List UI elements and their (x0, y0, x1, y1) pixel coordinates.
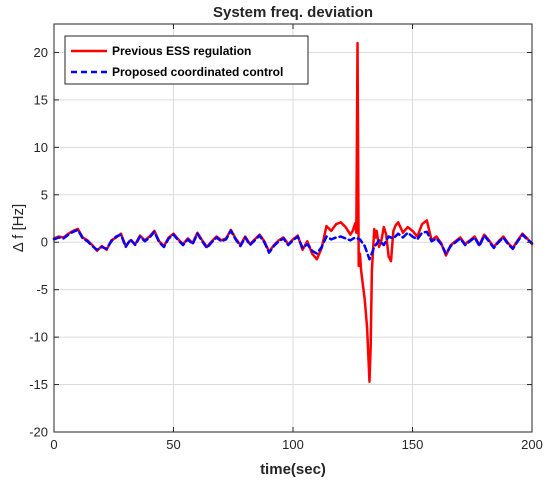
y-tick-label: -15 (29, 377, 48, 392)
series-line-proposed (52, 228, 534, 261)
y-tick-label: 20 (34, 45, 48, 60)
x-tick-label: 100 (282, 437, 304, 452)
legend-box (64, 35, 309, 85)
y-axis-label: Δ f [Hz] (10, 204, 27, 252)
legend-label-previous: Previous ESS regulation (112, 44, 251, 58)
x-tick-label: 150 (402, 437, 424, 452)
x-tick-label: 50 (166, 437, 180, 452)
y-tick-label: -20 (29, 425, 48, 440)
y-tick-label: 10 (34, 140, 48, 155)
legend: Previous ESS regulation Proposed coordin… (64, 35, 309, 85)
y-tick-label: 0 (41, 235, 48, 250)
x-tick-label: 0 (50, 437, 57, 452)
chart-title: System freq. deviation (213, 4, 373, 21)
x-tick-label: 200 (521, 437, 543, 452)
y-tick-label: -10 (29, 330, 48, 345)
legend-label-proposed: Proposed coordinated control (112, 65, 283, 79)
y-tick-label: -5 (36, 282, 48, 297)
y-tick-label: 5 (41, 187, 48, 202)
x-axis-label: time(sec) (260, 461, 326, 478)
series-group (52, 41, 534, 383)
ticks: 0 50 100 150 200 -20 -15 -10 -5 0 5 10 15 20 (29, 24, 543, 452)
y-tick-label: 15 (34, 92, 48, 107)
